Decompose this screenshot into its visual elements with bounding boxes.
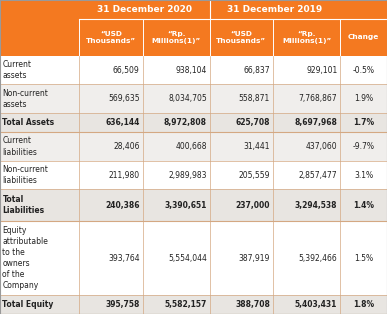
Text: 1.7%: 1.7%: [353, 118, 374, 127]
Bar: [0, 161, 387, 189]
Text: 388,708: 388,708: [235, 300, 270, 309]
Text: Change: Change: [348, 35, 379, 41]
Bar: [0, 113, 387, 132]
Text: 395,758: 395,758: [105, 300, 140, 309]
Text: “Rp.
Millions(1)”: “Rp. Millions(1)”: [282, 31, 331, 44]
Text: 28,406: 28,406: [113, 142, 140, 151]
Text: 7,768,867: 7,768,867: [299, 94, 337, 103]
Text: 8,697,968: 8,697,968: [295, 118, 337, 127]
Text: -9.7%: -9.7%: [353, 142, 375, 151]
Bar: [0, 0, 387, 19]
Text: 2,857,477: 2,857,477: [299, 171, 337, 180]
Text: 8,034,705: 8,034,705: [168, 94, 207, 103]
Text: 31 December 2019: 31 December 2019: [227, 5, 323, 14]
Text: -0.5%: -0.5%: [353, 66, 375, 74]
Text: 31,441: 31,441: [243, 142, 270, 151]
Text: 569,635: 569,635: [108, 94, 140, 103]
Text: 3.1%: 3.1%: [354, 171, 373, 180]
Text: Current
assets: Current assets: [2, 60, 31, 80]
Bar: [0, 56, 387, 84]
Text: Equity
attributable
to the
owners
of the
Company: Equity attributable to the owners of the…: [2, 226, 48, 290]
Text: 625,708: 625,708: [236, 118, 270, 127]
Text: 400,668: 400,668: [175, 142, 207, 151]
Text: 1.9%: 1.9%: [354, 94, 373, 103]
Text: 237,000: 237,000: [236, 201, 270, 210]
Text: 3,390,651: 3,390,651: [164, 201, 207, 210]
Bar: [0, 132, 387, 161]
Text: 636,144: 636,144: [105, 118, 140, 127]
Text: Non-current
assets: Non-current assets: [2, 89, 48, 109]
Text: 240,386: 240,386: [105, 201, 140, 210]
Bar: [0, 295, 387, 314]
Text: Current
liabilities: Current liabilities: [2, 136, 37, 156]
Text: 387,919: 387,919: [239, 254, 270, 263]
Text: 2,989,983: 2,989,983: [168, 171, 207, 180]
Bar: [0, 84, 387, 113]
Text: 393,764: 393,764: [108, 254, 140, 263]
Text: 211,980: 211,980: [109, 171, 140, 180]
Text: 8,972,808: 8,972,808: [164, 118, 207, 127]
Text: 437,060: 437,060: [306, 142, 337, 151]
Text: 3,294,538: 3,294,538: [295, 201, 337, 210]
Text: Total
Liabilities: Total Liabilities: [2, 195, 45, 215]
Text: 5,403,431: 5,403,431: [295, 300, 337, 309]
Text: 5,554,044: 5,554,044: [168, 254, 207, 263]
Text: 1.5%: 1.5%: [354, 254, 373, 263]
Text: 1.4%: 1.4%: [353, 201, 374, 210]
Text: 66,509: 66,509: [113, 66, 140, 74]
Bar: [0, 19, 387, 56]
Text: 5,582,157: 5,582,157: [164, 300, 207, 309]
Bar: [0, 221, 387, 295]
Text: Non-current
liabilities: Non-current liabilities: [2, 165, 48, 185]
Text: 929,101: 929,101: [306, 66, 337, 74]
Text: 1.8%: 1.8%: [353, 300, 374, 309]
Text: Total Equity: Total Equity: [2, 300, 54, 309]
Text: 558,871: 558,871: [239, 94, 270, 103]
Text: “USD
Thousands”: “USD Thousands”: [86, 31, 136, 44]
Text: “Rp.
Millions(1)”: “Rp. Millions(1)”: [152, 31, 201, 44]
Text: 205,559: 205,559: [238, 171, 270, 180]
Text: 31 December 2020: 31 December 2020: [97, 5, 192, 14]
Text: “USD
Thousands”: “USD Thousands”: [216, 31, 266, 44]
Text: 938,104: 938,104: [176, 66, 207, 74]
Bar: [0, 189, 387, 221]
Text: 5,392,466: 5,392,466: [298, 254, 337, 263]
Text: Total Assets: Total Assets: [2, 118, 55, 127]
Text: 66,837: 66,837: [243, 66, 270, 74]
